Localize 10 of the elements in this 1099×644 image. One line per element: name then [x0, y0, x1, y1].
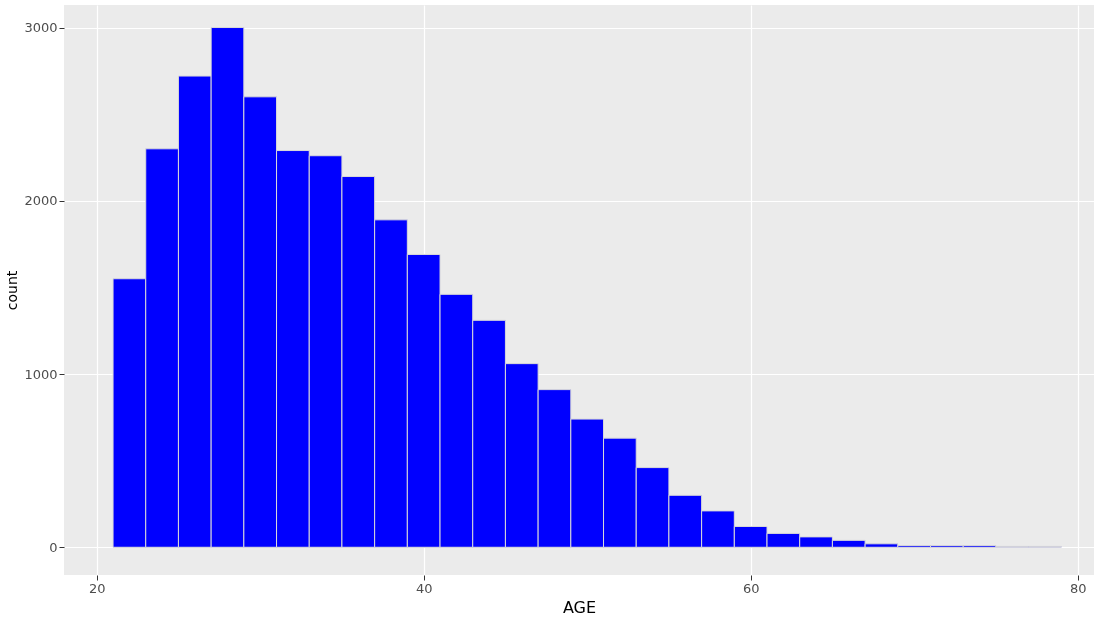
x-axis-title: AGE	[562, 597, 597, 617]
y-tick-label: 2000	[24, 193, 58, 209]
x-tick-label: 40	[415, 580, 433, 596]
y-tick-label: 1000	[24, 366, 58, 382]
x-tick-label: 60	[742, 580, 760, 596]
y-tick-label: 0	[49, 539, 58, 555]
x-tick-label: 80	[1069, 580, 1087, 596]
y-tick-label: 3000	[24, 20, 58, 36]
x-tick-label: 20	[88, 580, 106, 596]
y-axis-title: count	[4, 270, 21, 311]
